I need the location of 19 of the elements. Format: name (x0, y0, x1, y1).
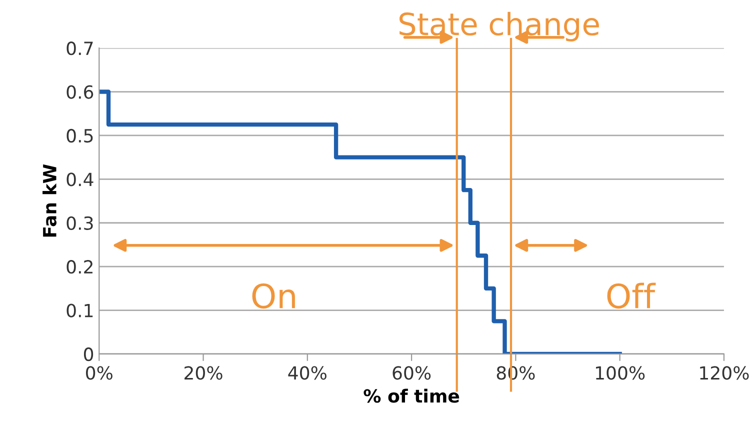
y-tick-label: 0.3 (66, 216, 93, 230)
x-tick-label: 40% (288, 366, 326, 380)
x-axis-title: % of time (364, 388, 460, 403)
x-tick-label: 120% (700, 366, 749, 380)
x-tick-label: 60% (392, 366, 431, 380)
x-tick-label: 0% (86, 366, 112, 380)
annotation: Off (607, 282, 656, 309)
y-tick-label: 0.5 (66, 128, 93, 143)
annotation: On (252, 283, 295, 309)
text: State change (400, 12, 599, 42)
y-tick-label: 0.6 (66, 85, 94, 99)
y-tick-label: 0.1 (66, 304, 93, 318)
y-tick-label: 0.4 (66, 172, 94, 186)
y-tick-label: 0 (84, 347, 94, 362)
y-tick-label: 0.7 (66, 42, 93, 56)
x-tick-label: 100% (596, 366, 645, 380)
x-tick-label: 20% (184, 366, 222, 380)
y-axis-title: Fan kW (42, 164, 57, 237)
y-tick-label: 0.2 (66, 260, 92, 274)
